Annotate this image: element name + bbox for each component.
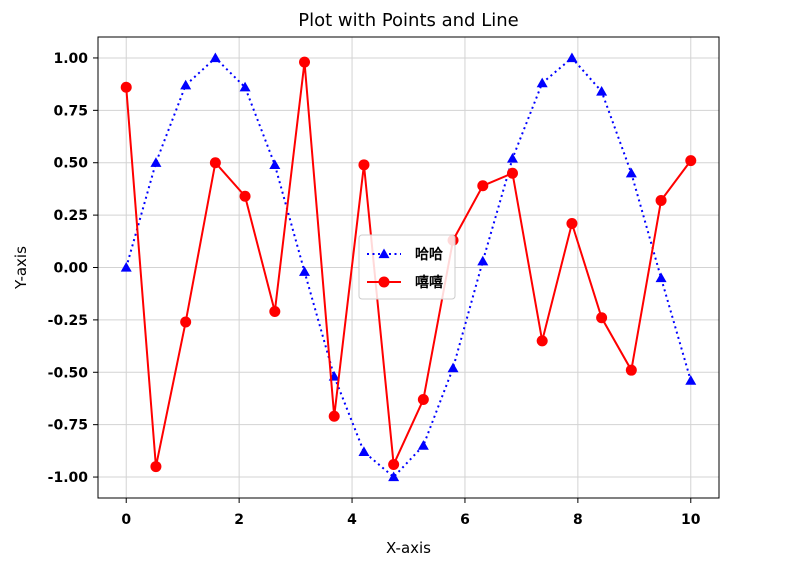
data-point-triangle — [239, 81, 251, 92]
data-point-circle — [358, 159, 370, 171]
data-point-triangle — [269, 159, 281, 169]
data-point-circle — [625, 364, 637, 376]
data-point-triangle — [625, 167, 637, 178]
ticks: 0 2 4 6 8 10 -1.00 -0.75 -0.50 -0.25 0.00 0.25 0.50 0… — [48, 51, 701, 528]
data-point-triangle — [685, 375, 697, 385]
data-point-circle — [417, 394, 429, 406]
data-point-circle — [566, 217, 578, 229]
x-tick-label: 6 — [460, 512, 470, 528]
legend-entry: 哈哈 — [367, 246, 443, 263]
data-point-triangle — [655, 272, 667, 283]
legend-label: 哈哈 — [415, 246, 443, 263]
data-point-circle — [269, 306, 281, 318]
y-tick-label: 0.75 — [53, 103, 88, 119]
data-point-triangle — [150, 157, 162, 167]
data-point-circle — [655, 194, 667, 206]
legend-label: 嘻嘻 — [415, 274, 443, 291]
data-point-circle — [388, 458, 400, 470]
y-tick-label: -1.00 — [48, 470, 89, 486]
y-tick-label: 1.00 — [53, 51, 88, 67]
data-point-triangle — [477, 255, 489, 266]
series-2 — [120, 56, 697, 473]
data-point-triangle — [566, 52, 578, 63]
x-tick-label: 4 — [347, 512, 357, 528]
data-point-circle — [239, 190, 251, 202]
data-point-circle — [536, 335, 548, 347]
grid-lines — [98, 37, 719, 498]
data-point-circle — [477, 180, 489, 192]
data-point-triangle — [536, 77, 548, 88]
y-tick-label: 0.25 — [53, 208, 88, 224]
y-axis-label: Y-axis — [12, 246, 30, 290]
data-point-triangle — [120, 262, 132, 272]
data-point-circle — [120, 81, 132, 93]
y-tick-label: -0.50 — [48, 365, 89, 381]
y-tick-label: 0.00 — [53, 261, 88, 277]
data-point-triangle — [299, 266, 311, 276]
data-point-circle — [299, 56, 311, 68]
series-line — [125, 62, 692, 469]
data-point-circle — [506, 167, 518, 179]
legend-marker — [378, 276, 390, 288]
data-point-circle — [209, 157, 221, 169]
data-point-triangle — [180, 79, 192, 90]
legend-marker — [378, 248, 390, 259]
data-point-triangle — [388, 471, 400, 482]
x-tick-label: 0 — [121, 512, 131, 528]
data-point-circle — [180, 316, 192, 328]
data-point-circle — [596, 312, 608, 324]
data-point-triangle — [358, 446, 370, 457]
x-tick-label: 8 — [573, 512, 583, 528]
data-point-triangle — [506, 153, 518, 163]
series-1 — [120, 52, 697, 482]
x-tick-label: 10 — [681, 512, 701, 528]
data-point-triangle — [596, 85, 608, 96]
x-tick-label: 2 — [234, 512, 244, 528]
series-layer — [120, 52, 697, 482]
chart-title: Plot with Points and Line — [298, 10, 518, 31]
y-tick-label: -0.75 — [48, 418, 88, 434]
x-axis-label: X-axis — [386, 539, 431, 557]
data-point-triangle — [417, 440, 429, 450]
data-point-circle — [685, 155, 697, 167]
data-point-triangle — [447, 362, 459, 373]
y-tick-label: -0.25 — [48, 313, 88, 329]
legend-entry: 嘻嘻 — [367, 274, 443, 291]
data-point-circle — [328, 410, 340, 422]
data-point-circle — [150, 461, 162, 473]
y-tick-label: 0.50 — [53, 156, 88, 172]
data-point-triangle — [209, 52, 221, 63]
